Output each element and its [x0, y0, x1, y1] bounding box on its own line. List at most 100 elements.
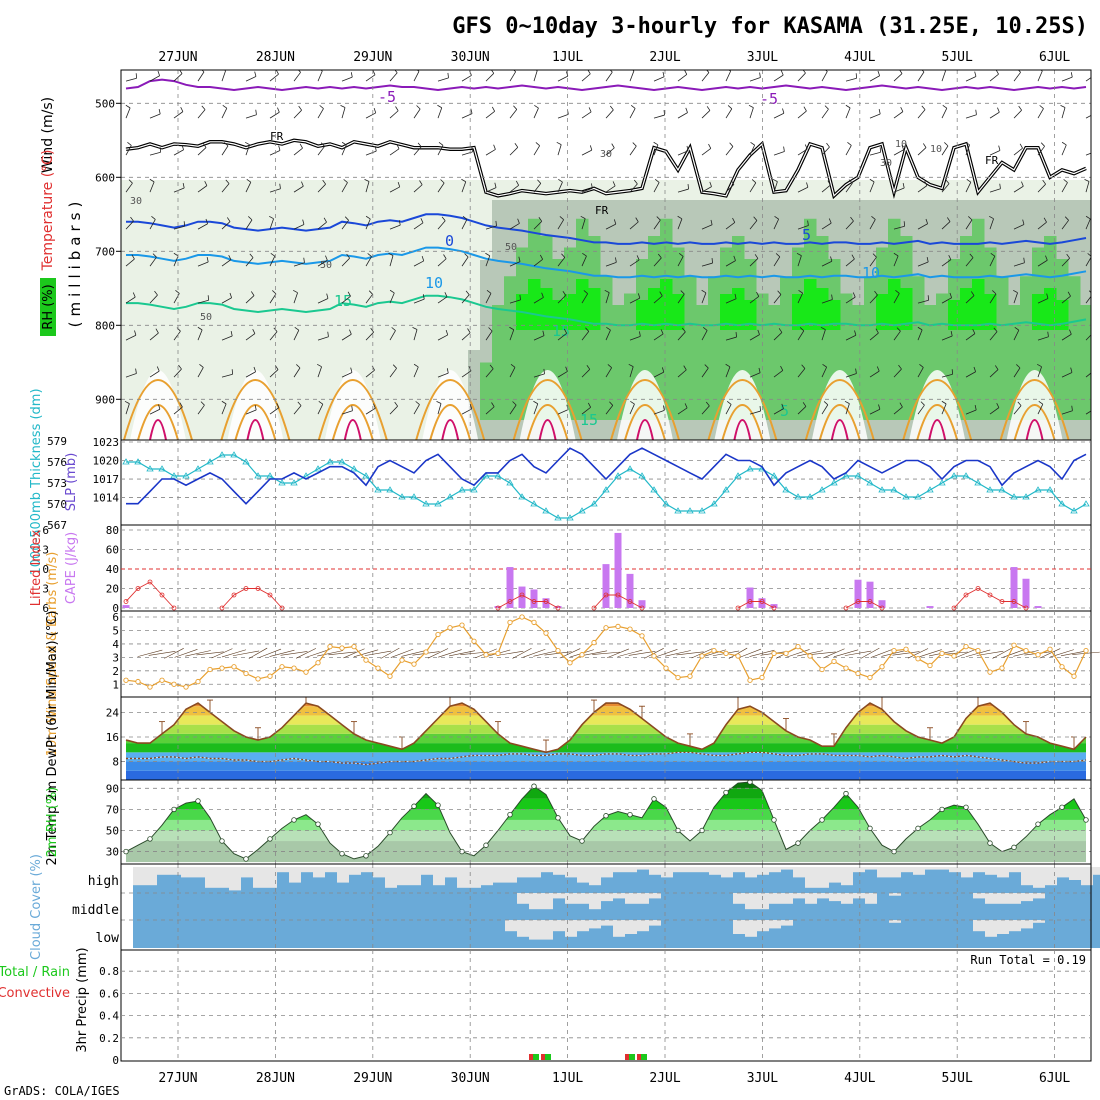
wind-barb — [341, 107, 346, 119]
wind-barb — [341, 257, 350, 267]
wind-barb-flag — [728, 70, 731, 72]
wind-barb-flag — [370, 327, 374, 333]
cloud-cover-cell — [1045, 920, 1058, 948]
cloud-cover-cell — [649, 898, 662, 920]
wind-barb-flag — [1039, 105, 1044, 109]
wind-barb-flag — [155, 328, 159, 334]
wind-barb — [821, 222, 832, 230]
temp-band — [126, 724, 1086, 734]
wind-barb-flag — [869, 178, 875, 183]
wind-barb-flag — [558, 178, 563, 183]
cloud-cover-cell — [613, 898, 626, 920]
wind-barb-flag — [878, 404, 881, 410]
wind-speed-point — [819, 666, 825, 673]
wind-barb-flag — [135, 368, 137, 374]
wind-barb — [629, 145, 637, 156]
thickness-point — [182, 472, 190, 479]
freezing-level-label: FR — [985, 154, 999, 167]
tick-label: 1014 — [93, 492, 120, 505]
thickness-point — [386, 486, 394, 493]
wind-barb-flag — [824, 70, 828, 72]
wind-speed-point — [267, 673, 273, 679]
cloud-cover-cell — [721, 920, 734, 948]
wind-barb-flag — [686, 145, 689, 151]
wind-barb — [1013, 292, 1018, 304]
wind10m-barb — [1060, 650, 1088, 657]
cloud-gap-cell — [229, 867, 242, 893]
rh-shade-cell — [888, 279, 901, 330]
temp-contour-20 — [123, 379, 193, 440]
wind-barb — [581, 407, 591, 415]
cloud-cover-cell — [973, 931, 986, 948]
wind10m-barb — [174, 649, 198, 658]
wind-barb-flag — [1063, 179, 1068, 183]
temp-contour-25 — [137, 404, 179, 440]
cloud-cover-cell — [745, 936, 758, 948]
wind-barb-flag — [131, 254, 135, 260]
rh-contour-label: 10 — [895, 139, 907, 150]
wind-barb — [389, 148, 400, 156]
cloud-cover-cell — [877, 893, 890, 920]
cloud-cover-cell — [217, 920, 230, 948]
wind-speed-point — [435, 631, 441, 638]
wind-barb-flag — [491, 402, 495, 407]
lifted-index-point — [267, 592, 273, 598]
cloud-cover-cell — [733, 903, 746, 920]
wind-barb-flag — [609, 105, 614, 111]
wind-speed-point — [543, 630, 549, 636]
wind-barb-flag — [346, 253, 350, 259]
thickness-point — [818, 486, 826, 493]
temp-band — [126, 752, 1086, 762]
temp-contour-minus5 — [125, 78, 1087, 92]
top-date-label: 30JUN — [451, 50, 490, 65]
wind-barb — [941, 221, 951, 230]
tick-label: 500 — [95, 97, 115, 110]
cloud-cover-cell — [817, 887, 830, 893]
wind-speed-point — [1059, 664, 1065, 670]
wind-speed-point — [303, 669, 309, 675]
wind-barb-flag — [254, 71, 257, 77]
wind-barb-flag — [152, 253, 157, 258]
wind-speed-point — [579, 652, 585, 658]
top-date-label: 6JUL — [1039, 50, 1070, 65]
lifted-index-line — [953, 587, 1027, 609]
rh-shade-cell — [948, 259, 961, 420]
wind-speed-point — [1011, 642, 1017, 648]
rh-shade-cell — [216, 180, 229, 440]
cape-bar — [866, 581, 874, 608]
wind-barb — [965, 333, 976, 341]
wind-speed-point — [699, 653, 705, 659]
wind-speed-point — [1035, 652, 1041, 658]
thickness-point — [746, 465, 754, 472]
wind-barb-flag — [798, 289, 803, 294]
wind-barb-flag — [1038, 400, 1044, 405]
cloud-cover-cell — [1057, 877, 1070, 893]
wind-barb-flag — [538, 217, 543, 222]
wind-barb — [773, 332, 783, 341]
temp-contour-label: 15 — [580, 411, 598, 429]
rh-shade-cell — [552, 300, 565, 330]
wind-speed-point — [843, 665, 849, 671]
wind-barb-flag — [902, 183, 905, 189]
wind-barb — [1013, 147, 1023, 156]
cloud-cover-cell — [265, 920, 278, 948]
wind10m-barb — [353, 649, 379, 658]
cloud-cover-cell — [997, 903, 1010, 920]
wind10m-barb — [427, 648, 449, 659]
wind10m-barb — [221, 649, 247, 658]
lifted-index-line — [125, 581, 175, 609]
cloud-cover-cell — [793, 898, 806, 920]
thickness-line — [126, 454, 1087, 519]
wind-barb-flag — [221, 400, 227, 405]
wind-speed-point — [723, 650, 729, 656]
wind-barb — [341, 333, 352, 341]
wind-barb — [941, 183, 950, 193]
thickness-point — [1010, 493, 1018, 500]
wind-barb-flag — [754, 254, 759, 259]
temp-band — [126, 715, 1086, 725]
wind-barb — [677, 218, 683, 230]
rh-shade-cell — [984, 294, 997, 330]
cloud-cover-cell — [385, 887, 398, 893]
tick-label: 0.4 — [99, 1010, 119, 1023]
wind-barb-flag — [997, 107, 1000, 113]
